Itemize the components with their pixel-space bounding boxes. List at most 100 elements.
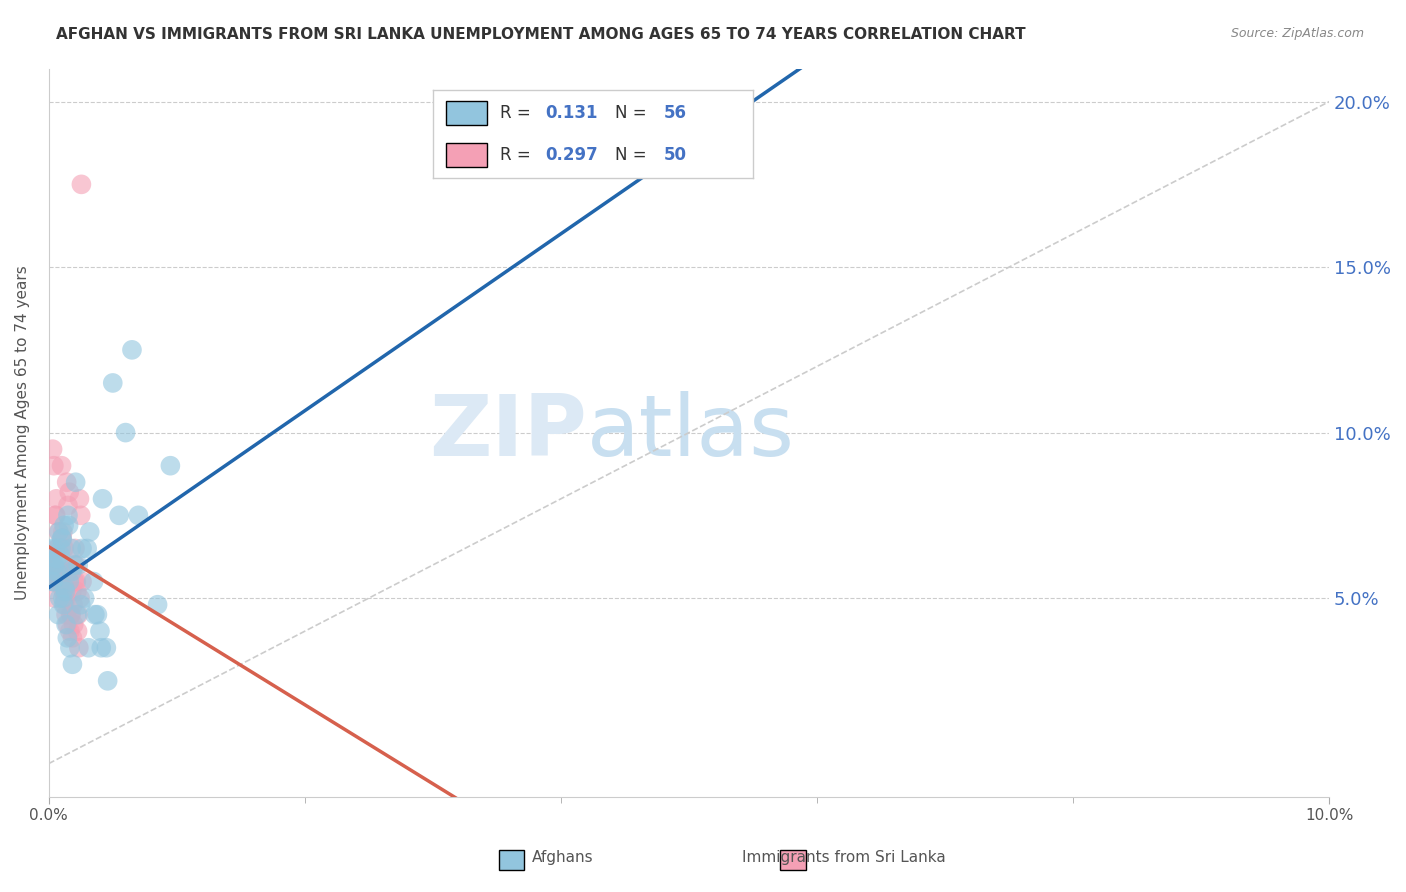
Point [77,640,100,655]
Point [58,574,80,589]
Point [63,558,86,572]
Point [83,574,105,589]
Text: atlas: atlas [586,391,794,474]
Point [55,617,77,632]
Point [91,491,114,506]
Text: Immigrants from Sri Lanka: Immigrants from Sri Lanka [742,850,945,865]
Point [46,541,69,556]
Point [69,598,91,612]
Point [45,551,67,566]
Point [48,607,70,622]
Point [58,565,80,579]
Point [55,607,77,622]
Point [58,485,80,500]
Point [42,458,65,473]
Point [41,558,63,572]
Point [49,565,72,579]
Point [45,508,67,523]
Point [83,607,105,622]
Point [39,558,62,572]
Point [56,617,79,632]
Point [55,475,77,490]
Point [51,458,73,473]
Point [66,607,89,622]
Point [65,574,87,589]
Point [41,442,63,457]
Point [89,624,111,639]
Point [62,657,84,672]
Point [69,491,91,506]
Point [56,508,79,523]
Point [53,581,76,595]
Point [62,617,84,632]
Point [55,591,77,606]
Point [69,508,91,523]
Point [63,574,86,589]
Point [51,532,73,546]
Point [90,640,112,655]
Point [62,631,84,645]
Point [46,565,69,579]
Point [44,558,66,572]
Point [146,598,169,612]
Y-axis label: Unemployment Among Ages 65 to 74 years: Unemployment Among Ages 65 to 74 years [15,265,30,600]
Point [67,607,90,622]
Point [48,524,70,539]
Point [62,598,84,612]
Point [44,508,66,523]
Point [55,584,77,599]
Point [63,541,86,556]
Point [42,574,65,589]
Point [76,541,98,556]
Point [53,518,76,533]
Point [97,673,120,688]
Point [127,508,149,523]
Point [60,541,83,556]
Point [96,640,118,655]
Point [46,551,69,566]
Point [59,624,82,639]
Point [56,631,79,645]
Point [66,624,89,639]
Point [73,591,96,606]
Point [52,591,75,606]
Point [59,607,82,622]
Point [49,541,72,556]
Point [51,532,73,546]
Text: Source: ZipAtlas.com: Source: ZipAtlas.com [1230,27,1364,40]
Point [58,518,80,533]
Point [70,574,93,589]
Point [67,558,90,572]
Point [46,541,69,556]
Point [49,548,72,562]
Point [101,376,124,390]
Point [159,458,181,473]
Point [114,425,136,440]
Point [48,524,70,539]
Point [49,574,72,589]
Point [44,591,66,606]
Point [53,598,76,612]
Point [41,574,63,589]
Point [69,591,91,606]
Text: AFGHAN VS IMMIGRANTS FROM SRI LANKA UNEMPLOYMENT AMONG AGES 65 TO 74 YEARS CORRE: AFGHAN VS IMMIGRANTS FROM SRI LANKA UNEM… [56,27,1026,42]
Point [60,565,83,579]
Point [86,607,108,622]
Point [65,558,87,572]
Point [48,574,70,589]
Point [45,491,67,506]
Point [39,565,62,579]
Point [39,541,62,556]
Point [65,475,87,490]
Point [60,584,83,599]
Point [70,541,93,556]
Point [108,508,131,523]
Point [56,499,79,513]
Point [59,640,82,655]
Point [52,524,75,539]
Point [48,591,70,606]
Point [42,558,65,572]
Point [52,598,75,612]
Point [44,541,66,556]
Point [45,565,67,579]
